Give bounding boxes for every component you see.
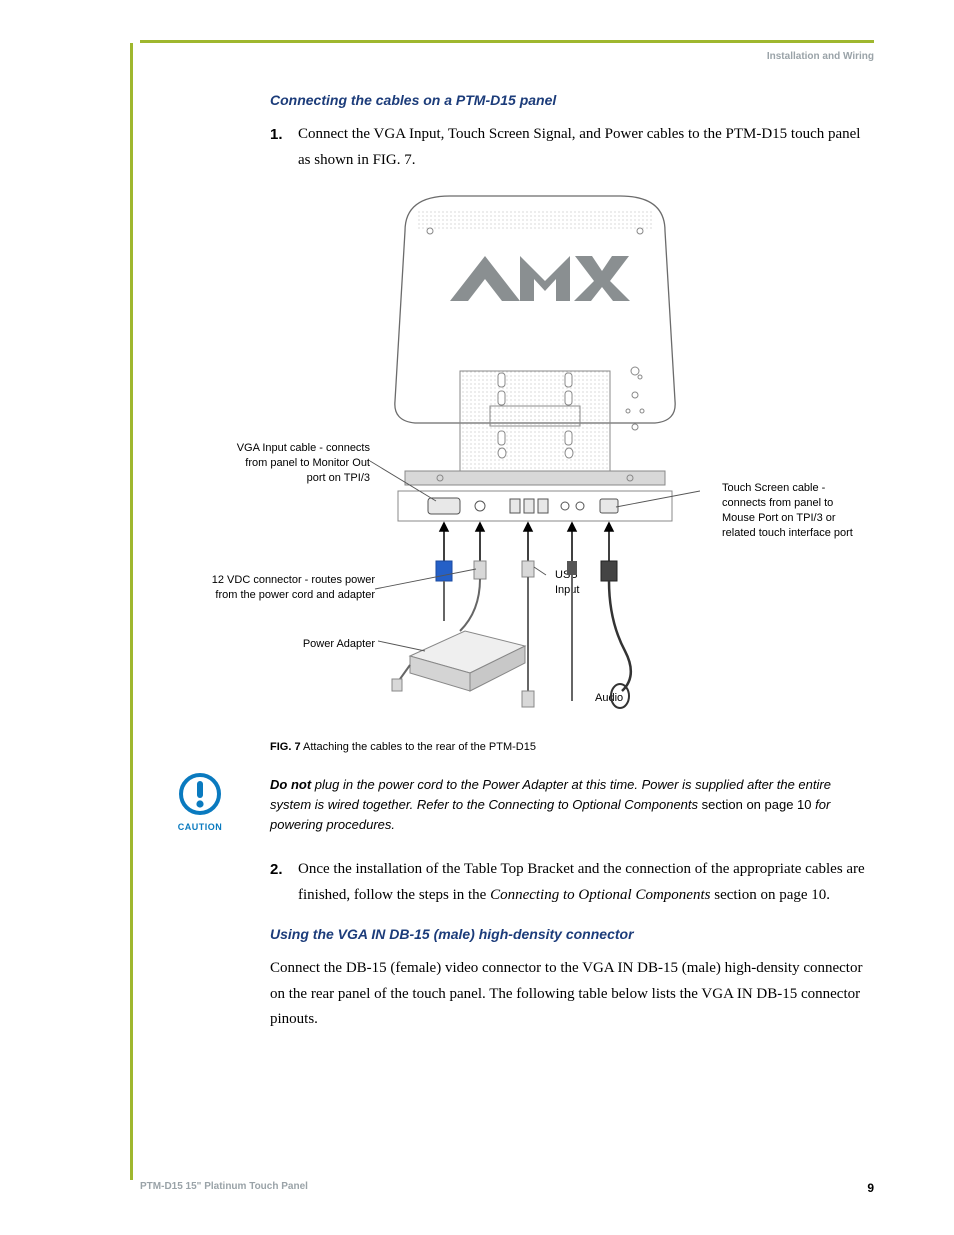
caution-block: CAUTION Do not plug in the power cord to…: [170, 771, 874, 835]
step-1: 1. Connect the VGA Input, Touch Screen S…: [270, 122, 874, 173]
caution-bold: Do not: [270, 777, 311, 792]
callout-12vdc: 12 VDC connector - routes power from the…: [200, 573, 375, 603]
caution-text-b: section on page 10: [698, 797, 811, 812]
step-2: 2. Once the installation of the Table To…: [270, 857, 874, 908]
callout-power-adapter: Power Adapter: [280, 637, 375, 652]
figure-caption-text: Attaching the cables to the rear of the …: [301, 741, 536, 753]
footer-product: PTM-D15 15" Platinum Touch Panel: [140, 1181, 308, 1195]
step-body: Once the installation of the Table Top B…: [298, 857, 874, 908]
main-content: Connecting the cables on a PTM-D15 panel…: [270, 92, 874, 1033]
figure-7: VGA Input cable - connects from panel to…: [140, 191, 874, 731]
left-rule: [130, 43, 133, 1180]
figure-label: FIG. 7: [270, 741, 301, 753]
figure-caption: FIG. 7 Attaching the cables to the rear …: [270, 741, 874, 753]
section-header: Installation and Wiring: [140, 51, 874, 62]
vga-paragraph: Connect the DB-15 (female) video connect…: [270, 956, 874, 1033]
callout-touch-cable: Touch Screen cable - connects from panel…: [722, 481, 857, 540]
step-number: 1.: [270, 122, 298, 173]
caution-text: Do not plug in the power cord to the Pow…: [270, 771, 874, 835]
caution-icon: CAUTION: [170, 771, 230, 832]
top-rule: [140, 40, 874, 43]
section-title-vga: Using the VGA IN DB-15 (male) high-densi…: [270, 926, 874, 942]
callout-vga: VGA Input cable - connects from panel to…: [225, 441, 370, 486]
caution-label: CAUTION: [170, 822, 230, 832]
section-title-connecting: Connecting the cables on a PTM-D15 panel: [270, 92, 874, 108]
page-footer: PTM-D15 15" Platinum Touch Panel 9: [140, 1181, 874, 1195]
figure-svg: [370, 191, 700, 726]
step-number: 2.: [270, 857, 298, 908]
step-body: Connect the VGA Input, Touch Screen Sign…: [298, 122, 874, 173]
page-number: 9: [867, 1181, 874, 1195]
